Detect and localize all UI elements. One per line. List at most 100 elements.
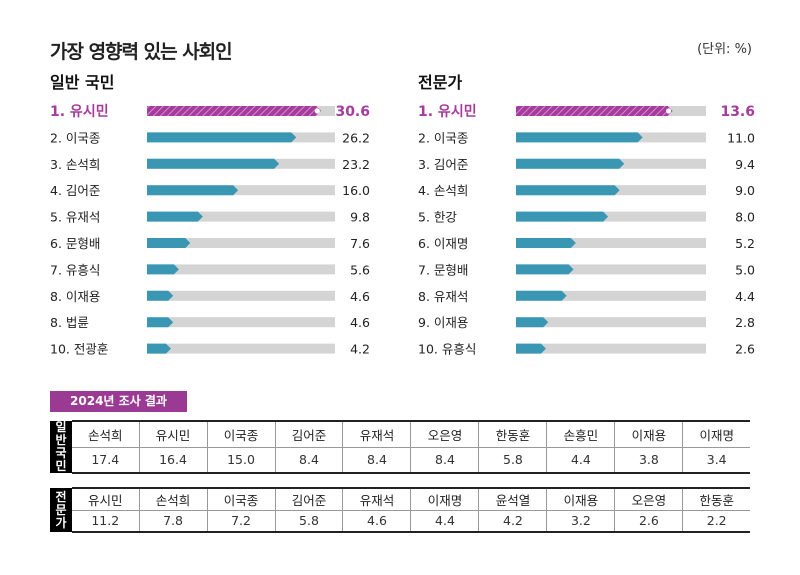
table-cell-value: 4.4 bbox=[546, 447, 615, 474]
bar bbox=[516, 264, 574, 275]
table-cell-value: 8.4 bbox=[274, 447, 343, 474]
side-char: 민 bbox=[55, 459, 67, 473]
table-cell-value: 5.8 bbox=[274, 510, 343, 533]
side-char: 반 bbox=[55, 433, 67, 447]
category-label: 4. 김어준 bbox=[50, 183, 100, 198]
value-label: 23.2 bbox=[342, 157, 370, 172]
table-cell-value: 4.2 bbox=[478, 510, 547, 533]
table-cell-name: 유재석 bbox=[342, 487, 411, 511]
table-cell-name: 유재석 bbox=[342, 420, 411, 448]
category-label: 5. 한강 bbox=[418, 210, 457, 225]
bar bbox=[147, 132, 297, 143]
table-cell-name: 손석희 bbox=[138, 487, 208, 511]
table-cell-name: 오은영 bbox=[614, 487, 683, 511]
table-cell-value: 11.2 bbox=[72, 510, 140, 533]
table-cell-value: 2.6 bbox=[614, 510, 683, 533]
category-label: 9. 이재용 bbox=[418, 315, 468, 330]
bar bbox=[516, 185, 620, 196]
table-cell-value: 4.4 bbox=[410, 510, 479, 533]
value-label: 7.6 bbox=[350, 236, 370, 251]
value-label: 9.8 bbox=[350, 210, 370, 225]
bar bbox=[516, 317, 549, 328]
category-label: 3. 손석희 bbox=[50, 157, 100, 172]
bar bbox=[516, 290, 567, 301]
table-cell-name: 이재용 bbox=[614, 420, 683, 448]
bar bbox=[147, 290, 174, 301]
table-cell-value: 3.8 bbox=[614, 447, 683, 474]
bar-track bbox=[516, 264, 706, 275]
category-label: 10. 유흥식 bbox=[418, 342, 476, 357]
bar-track bbox=[147, 211, 335, 222]
category-label: 8. 유재석 bbox=[418, 289, 468, 304]
table-cell-name: 한동훈 bbox=[682, 487, 750, 511]
value-label: 30.6 bbox=[335, 104, 370, 120]
category-label: 3. 김어준 bbox=[418, 157, 468, 172]
category-label: 8. 법륜 bbox=[50, 315, 89, 330]
bar-track bbox=[147, 185, 335, 196]
value-label: 4.2 bbox=[350, 342, 370, 357]
bar-end-dot bbox=[314, 108, 320, 114]
category-label: 8. 이재용 bbox=[50, 289, 100, 304]
value-label: 4.6 bbox=[350, 289, 370, 304]
table-cell-value: 3.2 bbox=[546, 510, 615, 533]
bar-track bbox=[147, 264, 335, 275]
category-label: 1. 유시민 bbox=[418, 103, 477, 120]
table-cell-value: 4.6 bbox=[342, 510, 411, 533]
table-cell-name: 이재명 bbox=[410, 487, 479, 511]
side-char: 전 bbox=[55, 489, 67, 504]
table-cell-value: 3.4 bbox=[682, 447, 750, 474]
table-cell-name: 이국종 bbox=[206, 487, 275, 511]
table-cell-value: 16.4 bbox=[138, 447, 208, 474]
bar bbox=[147, 343, 171, 354]
bar-track bbox=[516, 290, 706, 301]
bar bbox=[516, 211, 609, 222]
category-label: 6. 문형배 bbox=[50, 236, 100, 251]
value-label: 5.0 bbox=[735, 262, 755, 277]
side-char: 문 bbox=[55, 502, 67, 517]
table-cell-name: 오은영 bbox=[410, 420, 479, 448]
table-cell-value: 8.4 bbox=[410, 447, 479, 474]
bar-track bbox=[147, 238, 335, 248]
value-label: 16.0 bbox=[342, 183, 370, 198]
page-title: 가장 영향력 있는 사회인 bbox=[50, 41, 233, 63]
value-label: 4.6 bbox=[350, 315, 370, 330]
value-label: 26.2 bbox=[342, 130, 370, 145]
category-label: 1. 유시민 bbox=[50, 103, 109, 120]
bar bbox=[147, 185, 239, 196]
value-label: 9.4 bbox=[735, 157, 755, 172]
table-cell-value: 15.0 bbox=[206, 447, 275, 474]
value-label: 8.0 bbox=[735, 210, 755, 225]
table-cell-name: 손석희 bbox=[72, 420, 140, 448]
bar bbox=[147, 106, 322, 116]
bar bbox=[516, 238, 576, 248]
table-cell-value: 2.2 bbox=[682, 510, 750, 533]
table-cell-name: 김어준 bbox=[274, 420, 343, 448]
table-cell-value: 8.4 bbox=[342, 447, 411, 474]
table-cell-name: 손흥민 bbox=[546, 420, 615, 448]
bar-charts: 일반 국민 1. 유시민 30.6 2. 이국종 26.2 3. 손석희 23.2 4. 김어… bbox=[50, 73, 755, 357]
value-label: 2.8 bbox=[735, 315, 755, 330]
bar bbox=[147, 264, 179, 275]
bar bbox=[147, 211, 203, 222]
table-cell-value: 17.4 bbox=[72, 447, 140, 474]
bar-track bbox=[147, 317, 335, 328]
value-label: 4.4 bbox=[735, 289, 755, 304]
category-label: 5. 유재석 bbox=[50, 210, 100, 225]
category-label: 7. 문형배 bbox=[418, 262, 468, 277]
value-label: 5.2 bbox=[735, 236, 755, 251]
bar-end-dot bbox=[666, 108, 672, 114]
table-cell-value: 7.8 bbox=[138, 510, 208, 533]
chart-title-0: 일반 국민 bbox=[50, 73, 114, 92]
value-label: 11.0 bbox=[727, 130, 755, 145]
bar-track bbox=[516, 343, 706, 354]
bar-track bbox=[516, 238, 706, 248]
category-label: 2. 이국종 bbox=[418, 130, 468, 145]
table-cell-name: 유시민 bbox=[138, 420, 208, 448]
value-label: 5.6 bbox=[350, 262, 370, 277]
category-label: 7. 유흥식 bbox=[50, 262, 100, 277]
table-cell-name: 윤석열 bbox=[478, 487, 547, 511]
